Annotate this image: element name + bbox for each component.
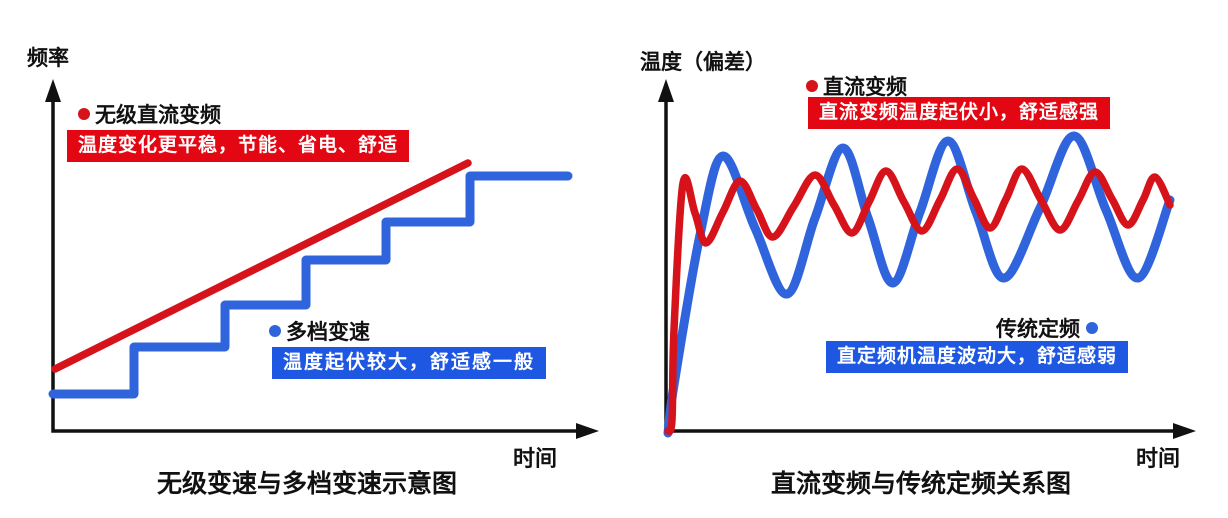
series-zhiliu-bianpin [664, 165, 1174, 435]
red-bullet-icon [78, 108, 90, 120]
right-blue-legend-label: 传统定频 [996, 318, 1080, 341]
inverter-vs-fixed-x-arrow-icon [1173, 423, 1196, 439]
right-blue-banner: 直定频机温度波动大，舒适感弱 [826, 341, 1129, 373]
left-red-banner: 温度变化更平稳，节能、省电、舒适 [67, 130, 410, 162]
left-blue-legend-label: 多档变速 [286, 321, 370, 344]
stepless-vs-stepped-axes [51, 99, 579, 433]
series-duodang-biansu [48, 171, 573, 399]
series-chuantong-dingpin [663, 131, 1175, 438]
series-wuji-zhiliu-bianpin [51, 159, 472, 373]
left-blue-legend: 多档变速 [269, 316, 370, 346]
right-x-axis-label: 时间 [1136, 446, 1181, 471]
right-chart-caption: 直流变频与传统定频关系图 [770, 470, 1071, 498]
blue-bullet-icon [269, 325, 281, 337]
blue-bullet-icon [1086, 322, 1098, 334]
right-red-legend-label: 直流变频 [823, 76, 907, 99]
inverter-vs-fixed-y-arrow-icon [658, 79, 674, 102]
inverter-vs-fixed-axes [664, 99, 1176, 433]
right-blue-legend: 传统定频 [996, 313, 1098, 343]
right-red-legend: 直流变频 [806, 71, 907, 101]
left-red-legend: 无级直流变频 [78, 99, 221, 129]
stepless-vs-stepped-x-arrow-icon [576, 423, 599, 439]
stepless-vs-stepped-y-arrow-icon [45, 79, 61, 102]
left-x-axis-label: 时间 [513, 446, 558, 471]
red-bullet-icon [806, 80, 818, 92]
left-chart-caption: 无级变速与多档变速示意图 [156, 470, 457, 498]
right-y-axis-label: 温度（偏差） [640, 51, 766, 74]
left-y-axis-label: 频率 [27, 47, 69, 70]
left-red-legend-label: 无级直流变频 [95, 104, 221, 127]
right-red-banner: 直流变频温度起伏小，舒适感强 [808, 97, 1111, 129]
left-blue-banner: 温度起伏较大，舒适感一般 [272, 347, 547, 379]
